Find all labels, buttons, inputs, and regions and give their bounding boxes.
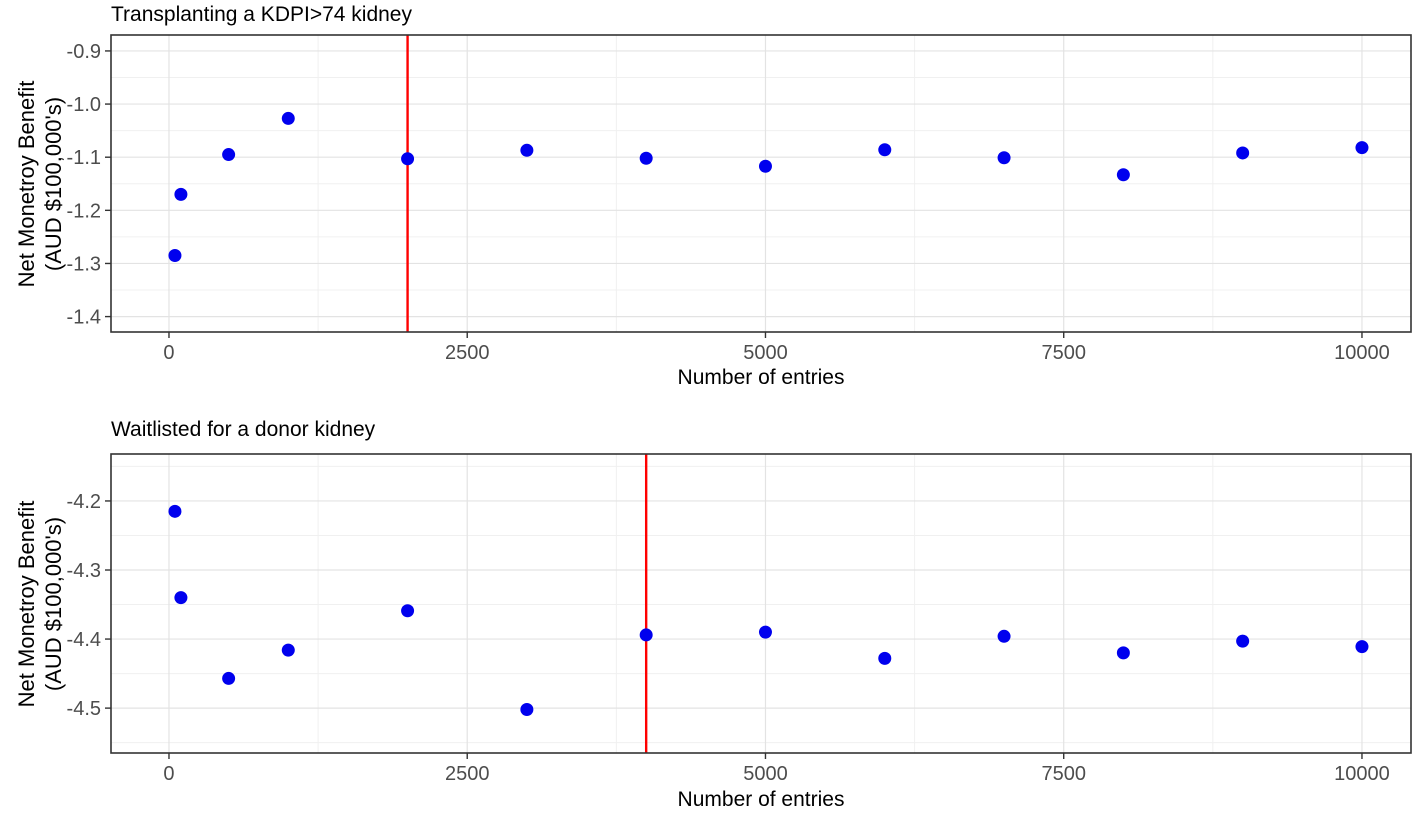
x-tick-label: 0 [163,342,174,364]
data-point [758,159,772,173]
y-axis-label-line2: (AUD $100,000's) [41,96,66,272]
panel-border [110,453,1412,754]
chart-transplant-kdpi74: 0 2500 5000 7500 10000 -0.9 -1.0 -1.1 -1.2 -1.3 -1… [13,3,1412,389]
data-point [1116,646,1130,660]
scatter-plot-waitlisted: 0 2500 5000 7500 10000 -4.2 -4.3 -4.4 -4.5 [67,453,1412,785]
data-point [997,629,1011,643]
data-point [878,143,892,157]
y-axis-label-line1: Net Monetroy Benefit [14,500,39,708]
y-tick-label: -1.4 [67,307,101,329]
y-tick-label: -0.9 [67,41,101,63]
data-point [1236,634,1250,648]
y-tick-label: -1.0 [67,94,101,116]
data-point [878,651,892,665]
x-tick-label: 0 [163,763,174,785]
y-axis-label: Net Monetroy Benefit (AUD $100,000's) [13,501,67,708]
panel-border [110,34,1412,333]
data-point [168,504,182,518]
y-axis-label: Net Monetroy Benefit (AUD $100,000's) [13,81,67,288]
data-point [520,702,534,716]
data-point [174,187,188,201]
x-tick-label: 7500 [1041,763,1086,785]
x-tick-label: 10000 [1334,763,1390,785]
x-tick-label: 5000 [743,763,788,785]
data-point [1116,168,1130,182]
data-point [997,151,1011,165]
x-tick-label: 10000 [1334,342,1390,364]
chart-waitlisted-donor: 0 2500 5000 7500 10000 -4.2 -4.3 -4.4 -4.5 Waitl… [0,410,1418,818]
x-tick-label: 5000 [743,342,788,364]
data-point [281,643,295,657]
data-point [174,591,188,605]
y-tick-label: -4.3 [67,560,101,582]
x-axis-label: Number of entries [677,366,845,389]
data-point [639,151,653,165]
y-tick-label: -1.1 [67,147,101,169]
data-point [1236,146,1250,160]
data-point [520,143,534,157]
data-point [401,604,415,618]
data-point [639,628,653,642]
y-axis-label-line1: Net Monetroy Benefit [14,80,39,288]
x-axis-label: Number of entries [677,788,845,811]
data-point [1355,640,1369,654]
data-point [222,148,236,162]
chart-title-waitlisted: Waitlisted for a donor kidney [111,418,376,441]
chart-title-transplant: Transplanting a KDPI>74 kidney [111,3,412,26]
data-point [758,625,772,639]
data-point [222,671,236,685]
data-point [1355,141,1369,155]
y-tick-label: -4.4 [67,629,101,651]
y-tick-label: -4.5 [67,698,101,720]
data-point [281,111,295,125]
y-tick-label: -4.2 [67,491,101,513]
scatter-plot-transplant: 0 2500 5000 7500 10000 -0.9 -1.0 -1.1 -1.2 -1.3 -1… [67,34,1412,364]
data-point [401,152,415,166]
x-tick-label: 2500 [445,342,490,364]
y-axis-label-line2: (AUD $100,000's) [41,516,66,692]
plot-panel [111,454,1411,753]
y-tick-label: -1.3 [67,253,101,275]
y-tick-label: -1.2 [67,200,101,222]
data-point [168,248,182,262]
x-tick-label: 2500 [445,763,490,785]
x-tick-label: 7500 [1041,342,1086,364]
